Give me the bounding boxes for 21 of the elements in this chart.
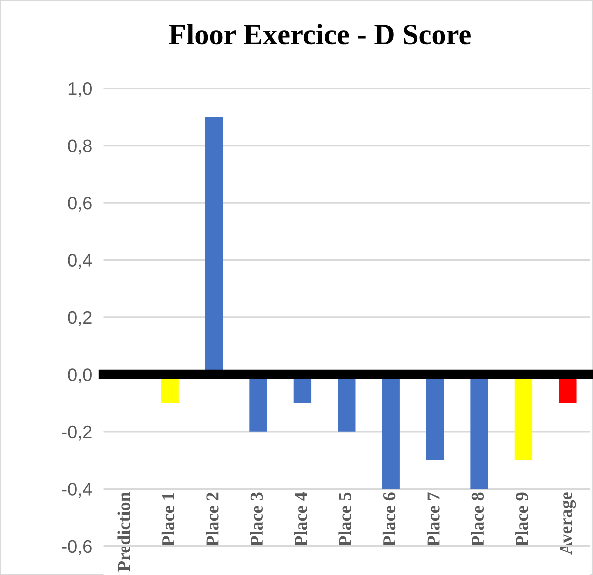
y-tick-label: -0,6 [62,540,92,556]
y-tick-label: -0,2 [62,426,92,441]
x-tick-label: Place 1 [162,493,175,546]
x-tick-label: Place 2 [206,492,219,546]
x-tick-label: Place 7 [427,492,440,546]
x-tick-label: Place 3 [250,492,264,546]
chart-title: Floor Exercice - D Score [169,24,471,45]
x-tick-label: Place 8 [471,492,484,546]
y-tick-label: 0,2 [68,311,92,326]
y-tick-label: 0,0 [68,368,92,384]
y-tick-label: 0,4 [68,254,92,270]
y-tick-label: 0,6 [68,196,92,212]
x-tick-label: Place 9 [516,492,528,546]
y-tick-label: 0,8 [68,140,92,155]
x-tick-label: Place 5 [338,492,352,546]
y-tick-label: -0,4 [62,483,92,498]
x-tick-label: Place 4 [294,492,308,546]
x-tick-label: Prediction [118,492,130,572]
x-tick-label: Average [560,492,576,555]
x-tick-label: Place 6 [382,492,396,546]
y-tick-label: 1,0 [68,82,92,98]
